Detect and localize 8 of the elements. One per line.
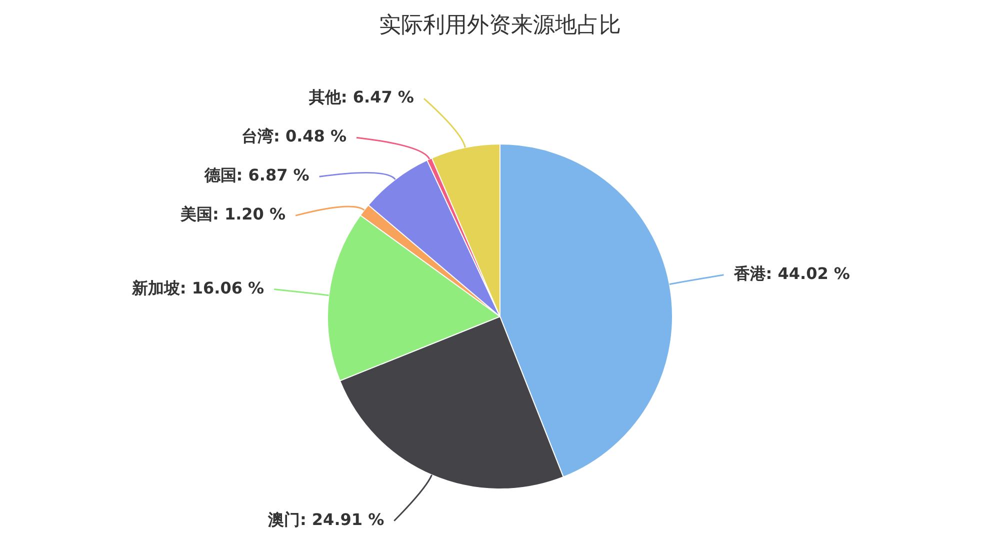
slice-label: 德国: 6.87 % — [203, 166, 310, 185]
slice-label: 新加坡: 16.06 % — [130, 278, 264, 298]
slice-label: 台湾: 0.48 % — [241, 126, 347, 146]
slice-label: 香港: 44.02 % — [732, 264, 850, 284]
slice-label: 美国: 1.20 % — [180, 204, 286, 224]
slice-label: 澳门: 24.91 % — [266, 510, 384, 530]
chart-title: 实际利用外资来源地占比 — [378, 12, 622, 40]
slice-label: 其他: 6.47 % — [308, 88, 414, 107]
